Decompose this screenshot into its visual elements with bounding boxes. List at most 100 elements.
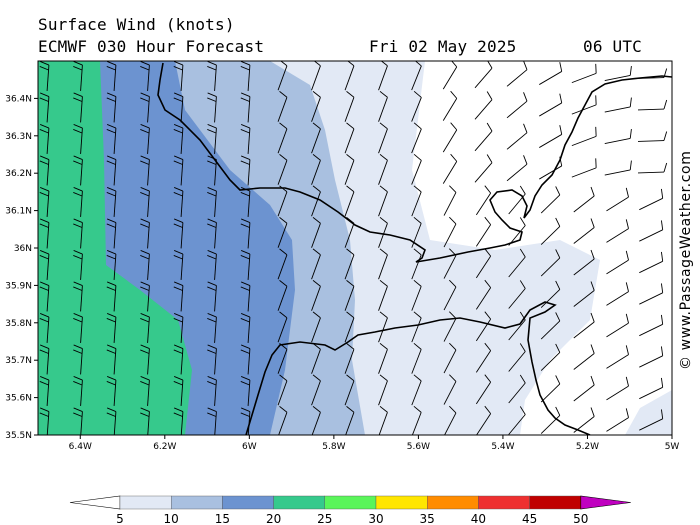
lat-tick-label: 36.1N [5, 207, 32, 217]
wind-barb [443, 405, 457, 435]
colorbar-label: 25 [317, 512, 332, 525]
wind-barb [508, 248, 526, 278]
wind-barb [606, 408, 629, 432]
wind-barb [207, 312, 217, 343]
lon-tick-label: 5.6W [407, 442, 430, 452]
wind-barb [39, 344, 50, 375]
wind-barb [540, 375, 561, 403]
wind-barb [411, 122, 422, 154]
wind-barb [606, 282, 629, 306]
wind-barb [311, 154, 321, 185]
wind-barb [39, 375, 50, 406]
wind-barb [173, 249, 184, 280]
wind-barb [378, 248, 388, 280]
wind-barb [442, 90, 458, 121]
wind-barb [378, 217, 388, 248]
wind-barb [571, 63, 597, 84]
colorbar-label: 15 [215, 512, 230, 525]
lon-tick-label: 5.8W [322, 442, 345, 452]
wind-barb [573, 249, 595, 276]
colorbar-swatch [222, 495, 274, 510]
latitude-axis: 36.4N 36.3N 36.2N 36.1N 36N 35.9N 35.8N 35.7N 35… [5, 94, 38, 441]
lat-tick-label: 35.6N [5, 394, 32, 404]
wind-barb [140, 407, 150, 435]
wind-barb [207, 407, 217, 435]
wind-barb [277, 154, 288, 185]
wind-barb [344, 185, 355, 217]
wind-barb [443, 311, 457, 342]
wind-barb [311, 61, 321, 91]
wind-barb [411, 61, 422, 91]
wind-barb [378, 122, 388, 154]
wind-barb [106, 186, 117, 217]
wind-barb [539, 93, 563, 117]
wind-barb [73, 281, 83, 312]
wind-barb [411, 216, 422, 248]
wind-barb [571, 95, 597, 115]
wind-barb [106, 92, 117, 123]
wind-barb [140, 344, 150, 375]
wind-barb [106, 312, 117, 343]
wind-barb [277, 248, 288, 280]
wind-barb [140, 92, 150, 123]
wind-barb [637, 162, 668, 174]
wind-barb [637, 99, 668, 111]
lon-tick-label: 6.2W [153, 442, 176, 452]
wind-barb [475, 279, 492, 310]
wind-barb [39, 123, 50, 154]
colorbar-swatch [529, 495, 581, 510]
wind-barb [207, 61, 217, 91]
wind-barb [240, 61, 251, 91]
wind-barb [106, 249, 117, 280]
wind-band-20-25 [38, 61, 192, 435]
wind-barb [207, 92, 217, 123]
wind-barb [344, 122, 355, 154]
wind-barb [207, 249, 217, 280]
wind-barb [106, 407, 117, 435]
wind-barb [506, 61, 528, 87]
wind-barb [207, 375, 217, 406]
wind-barb [378, 374, 388, 406]
wind-barb [411, 405, 422, 435]
wind-barb [140, 312, 150, 343]
wind-speed-field [38, 61, 672, 435]
wind-barb [604, 128, 632, 145]
colorbar-label: 10 [164, 512, 179, 525]
wind-barb [277, 61, 288, 91]
wind-barb [73, 407, 83, 435]
wind-barb [571, 126, 597, 147]
colorbar-low-arrow [69, 495, 121, 510]
morocco-coast [245, 301, 591, 435]
wind-barb [240, 344, 251, 375]
wind-barb [573, 281, 595, 307]
wind-barb [173, 155, 184, 186]
wind-barb [442, 61, 458, 90]
colorbar-swatch [375, 495, 428, 510]
wind-barb [140, 61, 150, 91]
wind-barb [475, 311, 492, 342]
spain-coast [157, 62, 672, 263]
wind-barb [173, 61, 184, 91]
lat-tick-label: 35.5N [5, 431, 32, 441]
wind-barb [639, 283, 664, 305]
wind-barb [475, 342, 492, 373]
wind-band-5-10-corner [625, 390, 672, 435]
wind-barb [173, 312, 184, 343]
lon-tick-label: 6.4W [69, 442, 92, 452]
wind-barbs [39, 61, 668, 435]
wind-barb [240, 312, 251, 343]
wind-barb [411, 153, 422, 185]
wind-speed-colorbar: 5 10 15 20 25 30 35 40 45 50 [69, 495, 631, 525]
chart-title: Surface Wind (knots) [38, 15, 235, 34]
wind-barb [311, 311, 321, 343]
wind-barb [344, 248, 355, 280]
colorbar-label: 45 [522, 512, 537, 525]
wind-barb [639, 220, 664, 242]
wind-barb [378, 91, 388, 122]
wind-barb [606, 250, 629, 275]
wind-barb [106, 123, 117, 154]
wind-barb [240, 249, 251, 280]
wind-barb [639, 377, 664, 400]
colorbar-swatch [324, 495, 377, 510]
wind-barb [606, 313, 629, 338]
